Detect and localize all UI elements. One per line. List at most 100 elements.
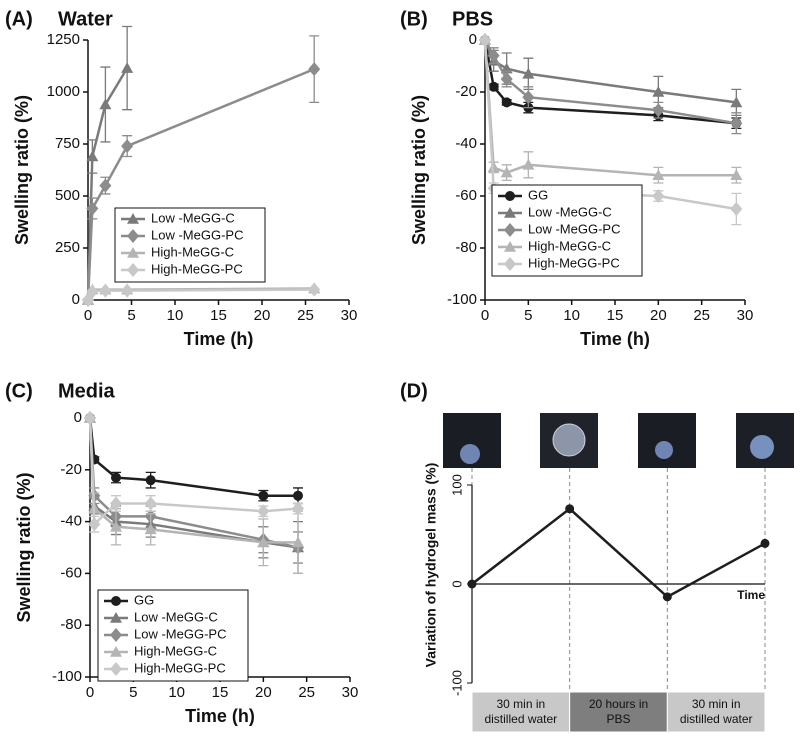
legend-marker xyxy=(127,213,139,224)
y-tick-label: -80 xyxy=(60,616,82,633)
photo xyxy=(638,413,696,468)
data-point xyxy=(652,103,665,118)
y-axis-title: Swelling ratio (%) xyxy=(12,95,32,245)
phase-label: distilled water xyxy=(484,712,557,726)
legend-label: Low -MeGG-PC xyxy=(134,626,226,641)
data-point xyxy=(565,504,575,514)
x-tick-label: 15 xyxy=(212,684,229,701)
x-tick-label: 20 xyxy=(255,684,272,701)
series-line xyxy=(88,417,298,544)
data-point xyxy=(88,517,101,532)
data-point xyxy=(522,67,535,79)
legend-label: High-MeGG-PC xyxy=(134,660,226,675)
x-tick-label: 5 xyxy=(129,684,137,701)
phase-label: distilled water xyxy=(680,712,753,726)
x-tick-label: 30 xyxy=(342,684,359,701)
x-axis-title: Time (h) xyxy=(185,706,255,726)
legend-label: Low -MeGG-C xyxy=(528,204,612,219)
x-tick-label: 30 xyxy=(341,307,358,324)
data-point xyxy=(760,538,770,548)
y-tick-label: -40 xyxy=(455,135,477,152)
y-tick-label: -20 xyxy=(60,461,82,478)
legend-marker xyxy=(504,241,516,252)
data-point xyxy=(257,504,270,519)
data-point xyxy=(467,579,477,589)
y-tick-label: -100 xyxy=(447,291,477,308)
data-point xyxy=(99,283,112,298)
y-tick-label: 0 xyxy=(469,31,477,48)
data-point xyxy=(522,90,535,105)
x-tick-label: 10 xyxy=(167,307,184,324)
y-tick-label: 100 xyxy=(449,474,464,496)
y-tick-label: 1250 xyxy=(47,31,80,48)
x-tick-label: 15 xyxy=(607,307,624,324)
y-tick-label: 0 xyxy=(449,580,464,587)
y-axis-title: Variation of hydrogel mass (%) xyxy=(423,463,439,668)
legend-label: Low -MeGG-C xyxy=(134,609,218,624)
data-point xyxy=(292,536,304,548)
x-tick-label: 5 xyxy=(524,307,532,324)
hydrogel xyxy=(750,435,774,459)
data-point xyxy=(730,202,743,216)
series-line xyxy=(483,39,737,177)
data-point xyxy=(730,116,743,131)
series-line xyxy=(483,39,737,211)
y-tick-label: -40 xyxy=(60,513,82,530)
data-point xyxy=(292,501,304,516)
data-point xyxy=(652,189,665,203)
data-point xyxy=(501,97,512,108)
x-tick-label: 25 xyxy=(693,307,710,324)
legend-marker xyxy=(127,229,139,243)
data-point xyxy=(308,282,321,297)
data-point xyxy=(121,283,134,298)
photos xyxy=(443,413,794,468)
x-tick-label: 10 xyxy=(168,684,185,701)
data-point xyxy=(488,81,499,92)
legend-marker xyxy=(504,223,516,237)
y-tick-label: -100 xyxy=(52,668,82,685)
legend-marker xyxy=(127,263,139,277)
y-axis-title: Swelling ratio (%) xyxy=(409,95,429,245)
y-tick-label: 0 xyxy=(72,291,80,308)
data-point xyxy=(652,86,665,97)
hydrogel xyxy=(460,444,480,464)
legend-label: High-MeGG-C xyxy=(134,643,217,658)
legend-label: GG xyxy=(528,187,548,202)
data-point xyxy=(145,475,156,486)
legend-label: High-MeGG-PC xyxy=(528,255,620,270)
y-tick-label: -20 xyxy=(455,83,477,100)
data-point xyxy=(86,201,99,216)
data-point xyxy=(144,496,157,511)
data-point xyxy=(730,169,743,180)
panel-title: Water xyxy=(58,8,113,30)
hydrogel xyxy=(552,423,586,457)
y-tick-label: 0 xyxy=(74,409,82,426)
y-tick-label: 500 xyxy=(55,187,80,204)
data-point xyxy=(84,411,96,425)
data-point xyxy=(111,472,121,483)
panel-title: Media xyxy=(58,380,116,402)
data-point xyxy=(257,536,270,548)
data-point xyxy=(86,150,99,162)
y-tick-label: 250 xyxy=(55,239,80,256)
data-point xyxy=(121,139,134,154)
data-point xyxy=(293,490,303,501)
panel-label: (B) xyxy=(400,8,428,30)
series-line xyxy=(483,39,737,125)
panel-title: PBS xyxy=(452,8,493,30)
legend-marker xyxy=(505,191,515,201)
data-point xyxy=(99,98,112,110)
x-tick-label: 25 xyxy=(298,684,315,701)
x-axis-title: Time (h) xyxy=(580,329,650,349)
x-tick-label: 25 xyxy=(297,307,314,324)
x-tick-label: 0 xyxy=(84,307,92,324)
phase-box xyxy=(666,691,766,733)
phase-box xyxy=(569,691,668,733)
data-point xyxy=(487,48,500,63)
data-point xyxy=(144,523,157,535)
y-axis-title: Swelling ratio (%) xyxy=(14,472,34,622)
data-point xyxy=(652,169,665,180)
data-point xyxy=(110,520,122,532)
y-tick-label: -80 xyxy=(455,239,477,256)
panel-label: (C) xyxy=(5,380,33,402)
